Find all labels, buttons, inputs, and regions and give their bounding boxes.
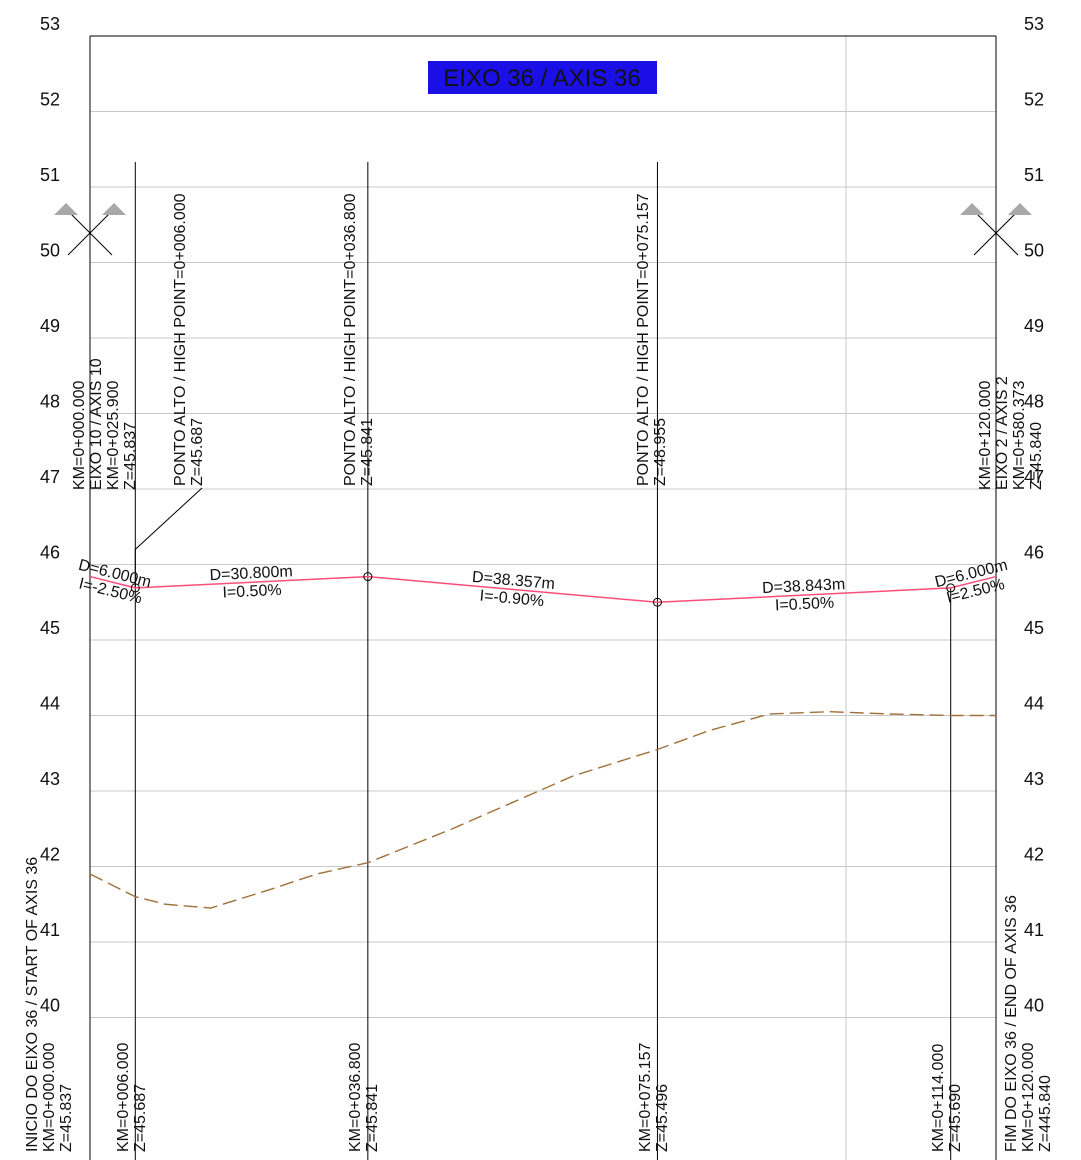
boundary-marker-icon bbox=[54, 203, 126, 256]
elevation-tick-label: 50 bbox=[1024, 241, 1044, 261]
top-annotation-line: Z=45.837 bbox=[122, 422, 139, 490]
right-elevation-axis: 53 52 51 50 49 48 47 46 45 44 43 42 41 40 bbox=[1024, 14, 1044, 1016]
top-annotation-line: EIXO 10 / AXIS 10 bbox=[88, 358, 105, 490]
elevation-tick-label: 47 bbox=[40, 467, 60, 487]
leader-line bbox=[134, 487, 203, 588]
bottom-annotations: INICIO DO EIXO 36 / START OF AXIS 36 KM=0… bbox=[24, 857, 1054, 1152]
boundary-marker-icon bbox=[960, 203, 1032, 256]
bottom-annotation-line: KM=0+120.000 bbox=[1020, 1042, 1037, 1152]
elevation-tick-label: 46 bbox=[40, 543, 60, 563]
profile-title: EIXO 36 / AXIS 36 bbox=[443, 65, 640, 92]
design-line bbox=[89, 575, 997, 604]
terrain-profile bbox=[89, 711, 996, 909]
elevation-tick-label: 52 bbox=[1024, 90, 1044, 110]
elevation-tick-label: 42 bbox=[1024, 845, 1044, 865]
elevation-tick-label: 44 bbox=[1024, 694, 1044, 714]
elevation-tick-label: 49 bbox=[40, 316, 60, 336]
elevation-tick-label: 51 bbox=[40, 165, 60, 185]
terrain-line bbox=[89, 711, 996, 909]
title-background bbox=[428, 61, 657, 94]
top-annotation-line: KM=0+000.000 bbox=[71, 380, 88, 490]
vertex-point bbox=[363, 572, 373, 582]
grade-slope-label: I=0.50% bbox=[222, 582, 282, 602]
elevation-tick-label: 48 bbox=[40, 392, 60, 412]
top-annotations: KM=0+000.000 EIXO 10 / AXIS 10 KM=0+025.90… bbox=[71, 193, 1045, 490]
top-annotation-line: PONTO ALTO / HIGH POINT=0+075.157 bbox=[635, 193, 652, 486]
elevation-tick-label: 42 bbox=[40, 845, 60, 865]
elevation-tick-label: 41 bbox=[1024, 920, 1044, 940]
bottom-annotation-line: KM=0+114.000 bbox=[930, 1044, 947, 1152]
vertex-point bbox=[130, 583, 140, 593]
bottom-annotation-line: FIM DO EIXO 36 / END OF AXIS 36 bbox=[1003, 895, 1020, 1152]
elevation-tick-label: 43 bbox=[1024, 769, 1044, 789]
elevation-tick-label: 40 bbox=[1024, 996, 1044, 1016]
elevation-tick-label: 40 bbox=[40, 996, 60, 1016]
top-annotation-line: PONTO ALTO / HIGH POINT=0+036.800 bbox=[342, 193, 359, 486]
bottom-annotation-line: INICIO DO EIXO 36 / START OF AXIS 36 bbox=[24, 857, 41, 1152]
elevation-tick-label: 51 bbox=[1024, 165, 1044, 185]
grade-slope-label: I=0.50% bbox=[775, 595, 835, 615]
bottom-annotation-line: Z=45.841 bbox=[364, 1084, 381, 1152]
vertex-point bbox=[652, 597, 662, 607]
bottom-annotation-line: KM=0+075.157 bbox=[637, 1042, 654, 1152]
design-profile bbox=[89, 572, 997, 607]
elevation-tick-label: 41 bbox=[40, 920, 60, 940]
grade-slope-label: I=-0.90% bbox=[479, 588, 545, 611]
top-annotation-line: Z=48.955 bbox=[652, 418, 669, 486]
elevation-tick-label: 44 bbox=[40, 694, 60, 714]
bottom-annotation-line: KM=0+036.800 bbox=[347, 1042, 364, 1152]
bottom-annotation-line: KM=0+000.000 bbox=[41, 1042, 58, 1152]
boundary-markers bbox=[54, 203, 1032, 256]
elevation-tick-label: 50 bbox=[40, 241, 60, 261]
elevation-tick-label: 53 bbox=[1024, 14, 1044, 34]
bottom-annotation-line: Z=45.496 bbox=[654, 1084, 671, 1152]
top-annotation-line: Z=45.840 bbox=[1028, 422, 1045, 490]
elevation-tick-label: 47 bbox=[1024, 467, 1044, 487]
left-elevation-axis: 53 52 51 50 49 48 47 46 45 44 43 42 41 40 bbox=[40, 14, 60, 1016]
title-box: EIXO 36 / AXIS 36 bbox=[428, 61, 657, 94]
station-lines bbox=[134, 162, 952, 1160]
bottom-annotation-line: Z=45.690 bbox=[947, 1084, 964, 1152]
grade-distance-label: D=38.843m bbox=[762, 576, 846, 597]
top-annotation-line: KM=0+025.900 bbox=[105, 380, 122, 490]
grid bbox=[90, 36, 996, 1160]
grade-distance-label: D=30.800m bbox=[209, 563, 293, 584]
elevation-tick-label: 48 bbox=[1024, 392, 1044, 412]
elevation-tick-label: 49 bbox=[1024, 316, 1044, 336]
bottom-annotation-line: Z=45.837 bbox=[58, 1084, 75, 1152]
top-annotation-line: KM=0+580.373 bbox=[1011, 380, 1028, 490]
bottom-annotation-line: KM=0+006.000 bbox=[115, 1042, 132, 1152]
top-annotation-line: EIXO 2 / AXIS 2 bbox=[994, 376, 1011, 490]
top-annotation-line: PONTO ALTO / HIGH POINT=0+006.000 bbox=[172, 193, 189, 486]
elevation-tick-label: 52 bbox=[40, 90, 60, 110]
elevation-tick-label: 46 bbox=[1024, 543, 1044, 563]
elevation-tick-label: 53 bbox=[40, 14, 60, 34]
bottom-annotation-line: Z=45.687 bbox=[132, 1084, 149, 1152]
elevation-tick-label: 45 bbox=[40, 618, 60, 638]
top-annotation-line: Z=45.841 bbox=[359, 418, 376, 486]
profile-frame bbox=[89, 35, 997, 1160]
vertex-point bbox=[946, 583, 956, 593]
top-annotation-line: Z=45.687 bbox=[189, 418, 206, 486]
bottom-annotation-line: Z=445.840 bbox=[1037, 1075, 1054, 1152]
elevation-tick-label: 45 bbox=[1024, 618, 1044, 638]
elevation-tick-label: 43 bbox=[40, 769, 60, 789]
top-annotation-line: KM=0+120.000 bbox=[977, 380, 994, 490]
